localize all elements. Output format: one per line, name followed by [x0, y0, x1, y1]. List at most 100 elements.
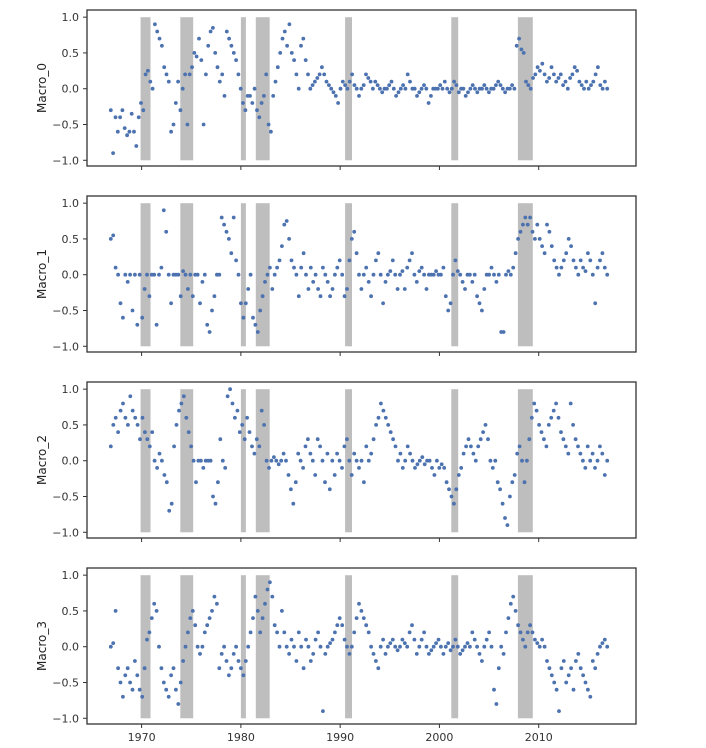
data-point — [188, 616, 193, 620]
data-point — [463, 644, 467, 649]
data-point — [556, 76, 561, 80]
data-point — [308, 86, 313, 91]
x-tick-label: 1970 — [128, 731, 156, 744]
data-point — [257, 115, 262, 120]
data-point — [424, 287, 429, 291]
data-point — [330, 458, 335, 463]
data-point — [262, 423, 266, 427]
data-point — [140, 315, 145, 320]
data-point — [116, 666, 120, 671]
y-tick-label: 1.0 — [62, 11, 80, 24]
data-point — [394, 94, 398, 98]
data-point — [327, 83, 331, 87]
data-point — [565, 86, 570, 91]
data-point — [494, 702, 499, 706]
data-point — [198, 301, 202, 306]
data-point — [169, 129, 174, 134]
data-point — [419, 637, 424, 642]
y-axis-label: Macro_3 — [35, 621, 49, 671]
data-point — [496, 666, 501, 671]
data-point — [584, 79, 589, 84]
recession-band — [240, 389, 246, 533]
data-point — [431, 272, 436, 277]
data-point — [447, 487, 451, 492]
data-point — [357, 94, 361, 98]
data-point — [157, 36, 162, 41]
data-point — [273, 79, 278, 84]
data-point — [448, 648, 453, 653]
data-point — [159, 666, 164, 671]
data-point — [180, 86, 185, 91]
data-point — [239, 301, 243, 306]
data-point — [463, 94, 468, 98]
data-point — [142, 287, 147, 291]
data-point — [387, 83, 392, 87]
data-point — [381, 637, 385, 642]
data-point — [443, 644, 448, 649]
recession-band — [451, 389, 459, 533]
data-point — [113, 415, 118, 420]
data-point — [588, 694, 593, 699]
data-point — [208, 458, 213, 463]
data-point — [368, 79, 373, 84]
data-point — [205, 322, 210, 327]
data-point — [262, 94, 266, 98]
data-point — [577, 79, 582, 84]
data-point — [574, 265, 578, 270]
data-point — [561, 437, 566, 442]
data-point — [169, 301, 174, 306]
data-point — [482, 83, 487, 87]
data-point — [195, 644, 200, 649]
data-point — [193, 623, 198, 628]
data-point — [252, 86, 257, 91]
data-point — [335, 451, 339, 456]
data-point — [415, 462, 420, 467]
data-point — [207, 330, 212, 334]
data-point — [540, 637, 544, 642]
data-point — [332, 473, 337, 477]
data-point — [366, 76, 371, 80]
data-point — [255, 609, 260, 613]
data-point — [407, 258, 412, 263]
data-point — [349, 644, 354, 649]
data-point — [354, 616, 359, 620]
data-point — [250, 444, 254, 449]
data-point — [301, 466, 305, 470]
data-point — [460, 280, 465, 284]
data-point — [388, 269, 393, 273]
data-point — [483, 423, 488, 427]
data-point — [208, 29, 213, 34]
data-point — [277, 644, 282, 649]
data-point — [251, 315, 255, 320]
data-point — [157, 272, 161, 277]
data-point — [198, 652, 202, 656]
data-point — [439, 644, 443, 649]
data-point — [451, 272, 455, 277]
data-point — [125, 280, 130, 284]
data-point — [213, 51, 218, 55]
data-point — [173, 101, 178, 105]
data-point — [488, 458, 493, 463]
data-point — [417, 644, 422, 649]
data-point — [178, 680, 183, 685]
data-point — [243, 659, 248, 663]
data-point — [375, 83, 380, 87]
data-point — [218, 437, 223, 442]
data-point — [359, 287, 364, 291]
data-point — [217, 272, 222, 277]
data-point — [521, 222, 525, 227]
data-point — [306, 287, 311, 291]
data-point — [407, 630, 412, 635]
data-point — [292, 644, 296, 649]
data-point — [316, 287, 320, 291]
data-point — [184, 415, 189, 420]
x-tick-label: 1990 — [326, 731, 354, 744]
data-point — [434, 641, 438, 645]
data-point — [343, 83, 347, 87]
data-point — [537, 644, 542, 649]
data-point — [280, 36, 285, 41]
data-point — [201, 122, 206, 127]
data-point — [186, 630, 190, 635]
data-point — [402, 287, 407, 291]
data-point — [361, 616, 366, 620]
